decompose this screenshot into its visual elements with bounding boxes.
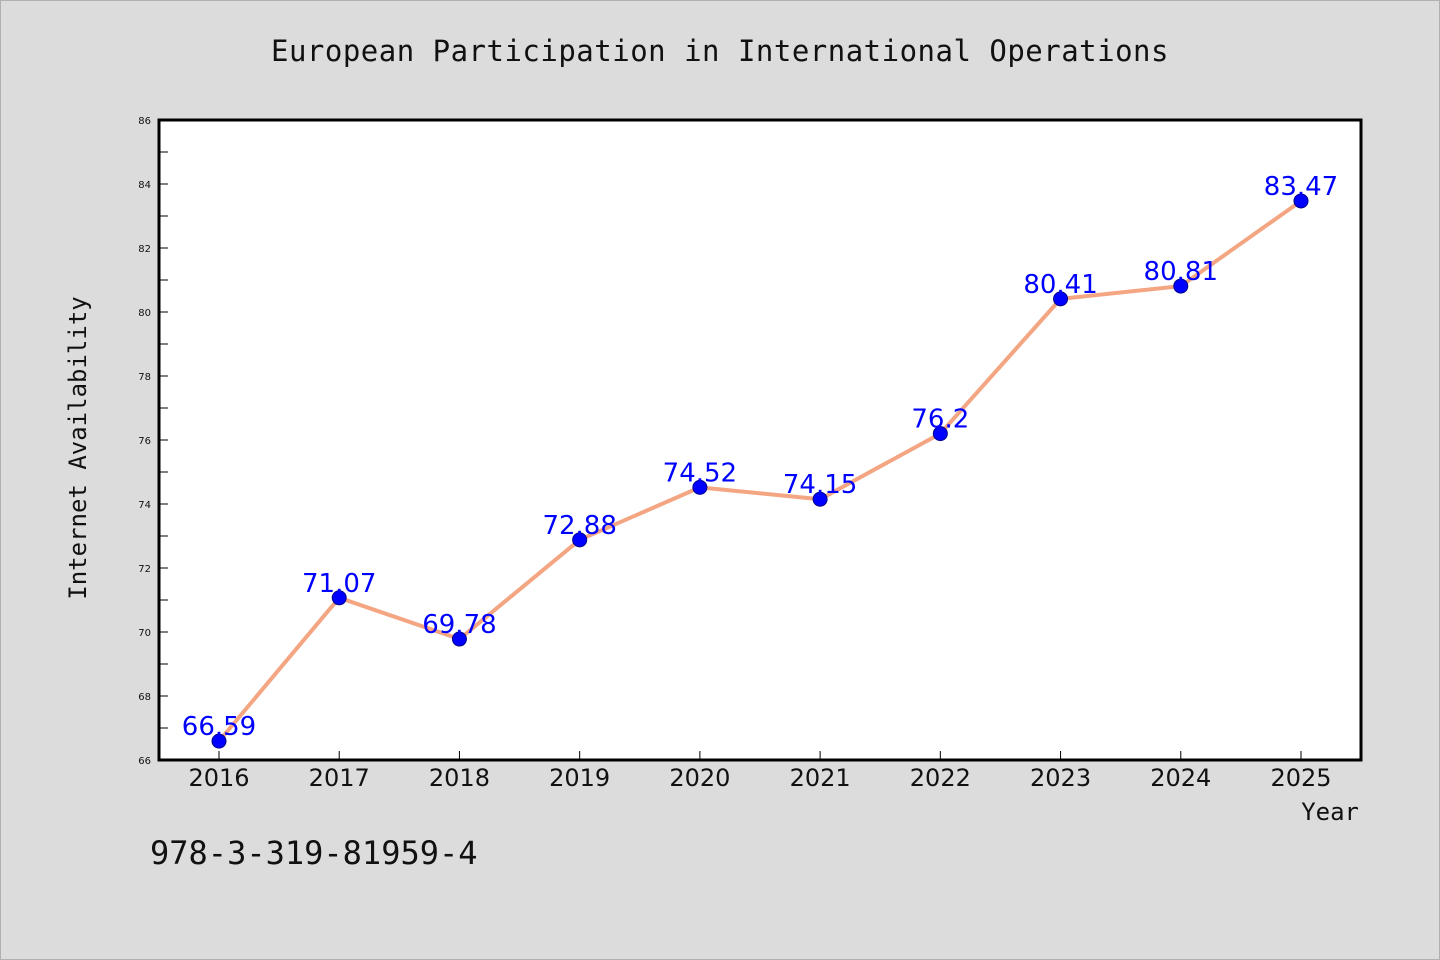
data-point: [692, 479, 708, 495]
data-point: [331, 590, 347, 606]
data-label: 74.52: [663, 458, 737, 488]
y-tick-label: 86: [138, 116, 151, 127]
data-label: 71.07: [302, 569, 376, 599]
data-label: 72.88: [542, 511, 616, 541]
data-label: 69.78: [422, 610, 496, 640]
x-tick-label: 2024: [1150, 764, 1211, 792]
y-tick-label: 80: [138, 308, 151, 319]
data-label: 74.15: [783, 470, 857, 500]
data-point: [932, 426, 948, 442]
data-point: [451, 631, 467, 647]
data-point: [1053, 291, 1069, 307]
x-tick-label: 2025: [1270, 764, 1331, 792]
y-tick-label: 66: [138, 756, 151, 767]
x-tick-label: 2016: [188, 764, 249, 792]
y-tick-label: 70: [138, 628, 151, 639]
x-tick-label: 2018: [429, 764, 490, 792]
data-label: 80.41: [1023, 270, 1097, 300]
data-label: 83.47: [1264, 172, 1338, 202]
x-tick-label: 2021: [790, 764, 851, 792]
y-tick-label: 82: [138, 244, 151, 255]
y-tick-label: 78: [138, 372, 151, 383]
x-axis-label: Year: [1301, 798, 1359, 826]
data-label: 80.81: [1144, 257, 1218, 287]
y-tick-label: 74: [138, 500, 151, 511]
y-tick-label: 72: [138, 564, 151, 575]
y-tick-label: 84: [138, 180, 151, 191]
data-label: 76.2: [911, 405, 969, 435]
plot-border: [157, 118, 1363, 762]
data-point: [211, 733, 227, 749]
y-tick-label: 68: [138, 692, 151, 703]
plot-area: [159, 120, 1361, 760]
data-point: [812, 491, 828, 507]
x-axis-ticks: 2016 2017 2018 2019 2020 2021 2022 2023 2024 2025: [188, 751, 1332, 792]
data-point: [572, 532, 588, 548]
x-tick-label: 2019: [549, 764, 610, 792]
x-tick-label: 2017: [309, 764, 370, 792]
y-tick-label: 76: [138, 436, 151, 447]
isbn-text: 978-3-319-81959-4: [150, 834, 478, 872]
series-line: [217, 199, 1303, 743]
data-point: [1173, 278, 1189, 294]
x-tick-label: 2020: [669, 764, 730, 792]
series-layer: 66.59 71.07 69.78 72.88 74.52 74.15 76.2 80.41 8…: [182, 172, 1338, 749]
chart-title: European Participation in International …: [271, 34, 1169, 68]
x-tick-label: 2023: [1030, 764, 1091, 792]
x-tick-label: 2022: [910, 764, 971, 792]
data-point: [1293, 193, 1309, 209]
y-axis-label: Internet Availability: [64, 296, 92, 599]
data-label: 66.59: [182, 712, 256, 742]
